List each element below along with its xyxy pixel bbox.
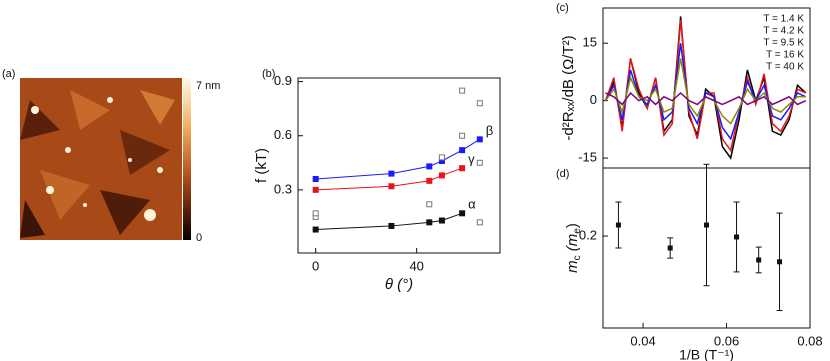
- data-point: [476, 136, 483, 143]
- data-point: [388, 183, 395, 190]
- fit-line: [315, 138, 481, 180]
- y-axis-label-part: e: [572, 228, 583, 234]
- data-point: [476, 159, 483, 166]
- x-tick-label: 0.08: [797, 333, 822, 348]
- data-point: [459, 132, 466, 139]
- y-axis-label-part: (m: [564, 234, 581, 256]
- y-tick-label: 0.3: [274, 181, 292, 196]
- legend-entry: T = 4.2 K: [763, 26, 804, 37]
- colorbar-label: 0: [196, 232, 202, 244]
- y-tick-label: -15: [578, 149, 597, 164]
- data-line: [605, 91, 807, 106]
- x-axis-label: 1/B (T⁻¹): [679, 347, 734, 361]
- data-point: [476, 219, 483, 226]
- data-point: [426, 177, 433, 184]
- data-point: [312, 226, 319, 233]
- y-tick-label: 0.6: [274, 127, 292, 142]
- panel-label: (c): [556, 2, 569, 14]
- data-point: [459, 147, 466, 154]
- data-point: [777, 259, 783, 265]
- legend-entry: T = 40 K: [766, 62, 804, 73]
- data-point: [459, 210, 466, 217]
- data-point: [438, 172, 445, 179]
- data-point: [459, 87, 466, 94]
- panel-label: (b): [262, 68, 275, 80]
- legend-entry: T = 9.5 K: [763, 38, 804, 49]
- panel-label: (d): [556, 168, 569, 180]
- afm-image: [20, 78, 191, 240]
- data-point: [312, 186, 319, 193]
- y-tick-label: 0: [590, 92, 597, 107]
- data-point: [459, 165, 466, 172]
- y-tick-label: 0.9: [274, 73, 292, 88]
- data-point: [438, 154, 445, 161]
- plot-frame: [297, 77, 501, 254]
- y-tick-label: 15: [583, 35, 597, 50]
- y-axis-label: f (kT): [253, 148, 270, 183]
- series-label: α: [468, 197, 476, 212]
- y-axis-label: -d²Rₓₓ/dB (Ω/T²): [560, 35, 577, 140]
- data-line: [604, 16, 807, 160]
- y-tick-label: 0.2: [579, 227, 597, 242]
- legend-entry: T = 1.4 K: [763, 14, 804, 25]
- series-label: β: [486, 123, 493, 138]
- x-axis-label: θ (°): [385, 276, 413, 293]
- data-point: [438, 217, 445, 224]
- legend-entry: T = 16 K: [766, 50, 804, 61]
- data-point: [704, 222, 709, 228]
- data-point: [388, 170, 395, 177]
- y-axis-label-part: c: [572, 255, 583, 260]
- data-point: [312, 176, 319, 183]
- x-tick-label: 40: [409, 258, 423, 273]
- data-point: [734, 234, 740, 240]
- x-tick-label: 0.06: [714, 333, 739, 348]
- data-point: [667, 245, 673, 251]
- data-point: [388, 222, 395, 229]
- data-point: [426, 219, 433, 226]
- data-point: [426, 163, 433, 170]
- colorbar-label: 7 nm: [196, 80, 220, 92]
- x-tick-label: 0.04: [630, 333, 655, 348]
- y-axis-label: mc (me): [564, 223, 583, 273]
- data-point: [476, 100, 483, 107]
- data-point: [312, 210, 319, 217]
- panel-label: (a): [2, 68, 15, 80]
- data-point: [615, 222, 621, 228]
- data-point: [756, 257, 762, 263]
- y-axis-label-part: ): [564, 223, 581, 228]
- data-point: [426, 201, 433, 208]
- series-label: γ: [468, 152, 475, 167]
- x-tick-label: 0: [312, 258, 319, 273]
- y-axis-label-part: m: [564, 260, 581, 273]
